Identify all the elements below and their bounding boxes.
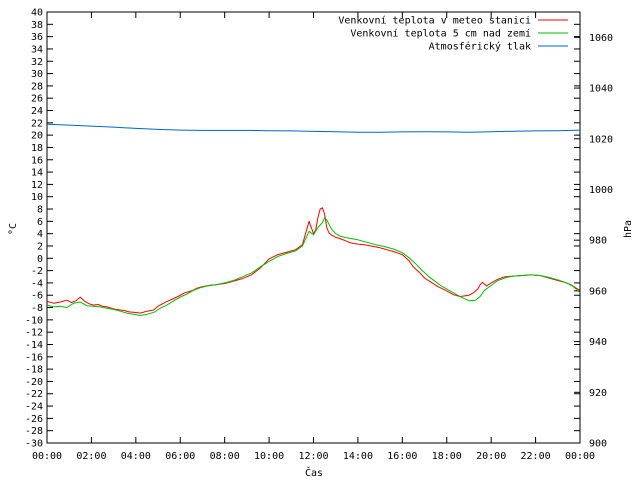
y2-tick-label: 900 xyxy=(589,439,607,450)
y-tick-label: -20 xyxy=(25,377,43,388)
legend: Venkovní teplota v meteo staniciVenkovní… xyxy=(338,15,568,53)
y2-tick-label: 940 xyxy=(589,337,607,348)
y2-tick-label: 1060 xyxy=(589,33,613,44)
y-tick-label: -4 xyxy=(31,278,43,289)
y2-tick-label: 1020 xyxy=(589,134,613,145)
x-tick-label: 22:00 xyxy=(521,451,551,462)
x-tick-label: 20:00 xyxy=(476,451,506,462)
y-tick-label: -6 xyxy=(31,291,43,302)
y-tick-label: 30 xyxy=(31,69,43,80)
x-tick-label: 00:00 xyxy=(565,451,595,462)
x-tick-label: 08:00 xyxy=(210,451,240,462)
y-tick-label: 8 xyxy=(37,205,43,216)
legend-label-1: Venkovní teplota 5 cm nad zemí xyxy=(350,28,531,40)
x-tick-label: 14:00 xyxy=(343,451,373,462)
series-line-2 xyxy=(46,123,581,133)
y-tick-label: 6 xyxy=(37,217,43,228)
y2-tick-label: 1040 xyxy=(589,84,613,95)
y-tick-label: 18 xyxy=(31,143,43,154)
x-tick-label: 00:00 xyxy=(32,451,62,462)
x-tick-label: 10:00 xyxy=(254,451,284,462)
y-tick-label: 16 xyxy=(31,155,43,166)
y-tick-label: 2 xyxy=(37,241,43,252)
y-tick-label: -26 xyxy=(25,414,43,425)
y2-tick-label: 960 xyxy=(589,286,607,297)
x-tick-label: 02:00 xyxy=(76,451,106,462)
legend-label-0: Venkovní teplota v meteo stanici xyxy=(338,15,531,27)
x-tick-label: 06:00 xyxy=(165,451,195,462)
y2-axis-title: hPa xyxy=(623,220,634,238)
x-axis-title: Čas xyxy=(305,466,323,479)
y-tick-label: 26 xyxy=(31,94,43,105)
y-tick-label: 32 xyxy=(31,57,43,68)
y-tick-label: 14 xyxy=(31,168,43,179)
y-tick-label: -8 xyxy=(31,303,43,314)
series-layer xyxy=(46,123,581,316)
y2-tick-label: 1000 xyxy=(589,185,613,196)
x-tick-label: 04:00 xyxy=(121,451,151,462)
y-tick-label: 24 xyxy=(31,106,43,117)
y-tick-label: -14 xyxy=(25,340,43,351)
y-tick-label: -2 xyxy=(31,266,43,277)
legend-label-2: Atmosférický tlak xyxy=(429,41,531,53)
y-tick-label: -18 xyxy=(25,365,43,376)
y-tick-label: -22 xyxy=(25,389,43,400)
y-tick-label: 22 xyxy=(31,118,43,129)
series-line-0 xyxy=(46,207,581,314)
series-line-1 xyxy=(46,217,581,316)
y-tick-label: 10 xyxy=(31,192,43,203)
y-tick-label: 40 xyxy=(31,8,43,19)
y-tick-label: -16 xyxy=(25,352,43,363)
y-tick-label: 34 xyxy=(31,44,43,55)
y-axis-title: °C xyxy=(8,223,19,235)
y2-tick-label: 980 xyxy=(589,236,607,247)
y-tick-label: -28 xyxy=(25,426,43,437)
y-tick-label: -24 xyxy=(25,402,43,413)
y-tick-label: 0 xyxy=(37,254,43,265)
x-tick-label: 18:00 xyxy=(432,451,462,462)
y2-tick-label: 920 xyxy=(589,388,607,399)
y-tick-label: -12 xyxy=(25,328,43,339)
y-tick-label: -30 xyxy=(25,439,43,450)
y-tick-label: 4 xyxy=(37,229,43,240)
y-tick-label: 38 xyxy=(31,20,43,31)
y-tick-label: -10 xyxy=(25,315,43,326)
y-tick-label: 36 xyxy=(31,32,43,43)
x-tick-label: 16:00 xyxy=(387,451,417,462)
y-tick-label: 28 xyxy=(31,81,43,92)
y-tick-label: 12 xyxy=(31,180,43,191)
y-tick-label: 20 xyxy=(31,131,43,142)
x-tick-label: 12:00 xyxy=(298,451,328,462)
axes: 4038363432302826242220181614121086420-2-… xyxy=(25,8,613,463)
